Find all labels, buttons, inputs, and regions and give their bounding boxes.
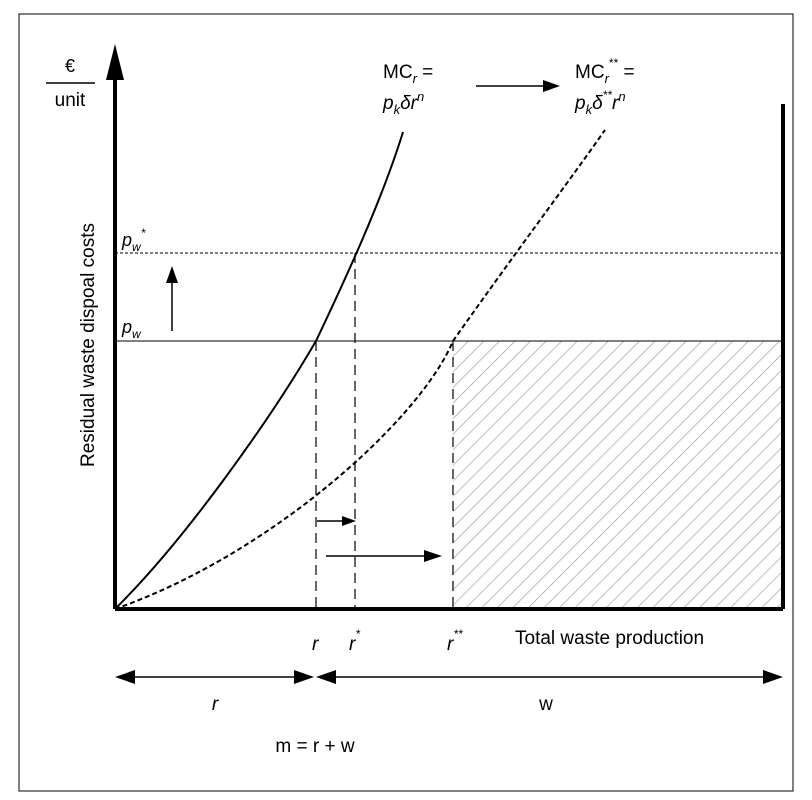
price-label-pw: pw <box>121 317 142 341</box>
figure-frame <box>18 13 794 792</box>
y-axis-arrowhead <box>106 44 124 80</box>
shift-arrow-r-to-rdstar-head <box>424 550 442 562</box>
span-arrow-w-left-head <box>316 670 336 684</box>
span-arrow-w-right-head <box>763 670 783 684</box>
y-axis-title: Residual waste dispoal costs <box>78 223 99 467</box>
x-axis-title: Total waste production <box>515 628 704 649</box>
curve2-label-line2: pkδ**rn <box>574 88 626 117</box>
price-increase-arrow-head <box>166 266 178 283</box>
hatched-waste-cost-area <box>453 341 783 609</box>
shift-arrow-r-to-rstar-head <box>342 516 356 526</box>
y-unit-denominator: unit <box>55 90 86 111</box>
y-unit-numerator: € <box>65 56 75 76</box>
curve1-label-line2: pkδrn <box>382 89 424 117</box>
span-arrow-r-left-head <box>115 670 135 684</box>
span-label-w: w <box>538 694 553 715</box>
curve-mc-r <box>114 131 404 610</box>
x-tick-r-dstar: r** <box>447 627 463 655</box>
price-label-pw-star: pw* <box>121 226 146 254</box>
shift-arrow-labels-head <box>543 80 560 92</box>
equation-m: m = r + w <box>275 736 354 757</box>
x-tick-r: r <box>312 634 319 655</box>
x-tick-r-star: r* <box>349 627 360 655</box>
span-label-r: r <box>212 694 219 715</box>
curve2-label-line1: MCr** = <box>575 56 635 86</box>
curve1-label-line1: MCr = <box>383 62 433 86</box>
span-arrow-r-right-head <box>294 670 314 684</box>
curve-mc-r-dstar <box>114 129 606 610</box>
